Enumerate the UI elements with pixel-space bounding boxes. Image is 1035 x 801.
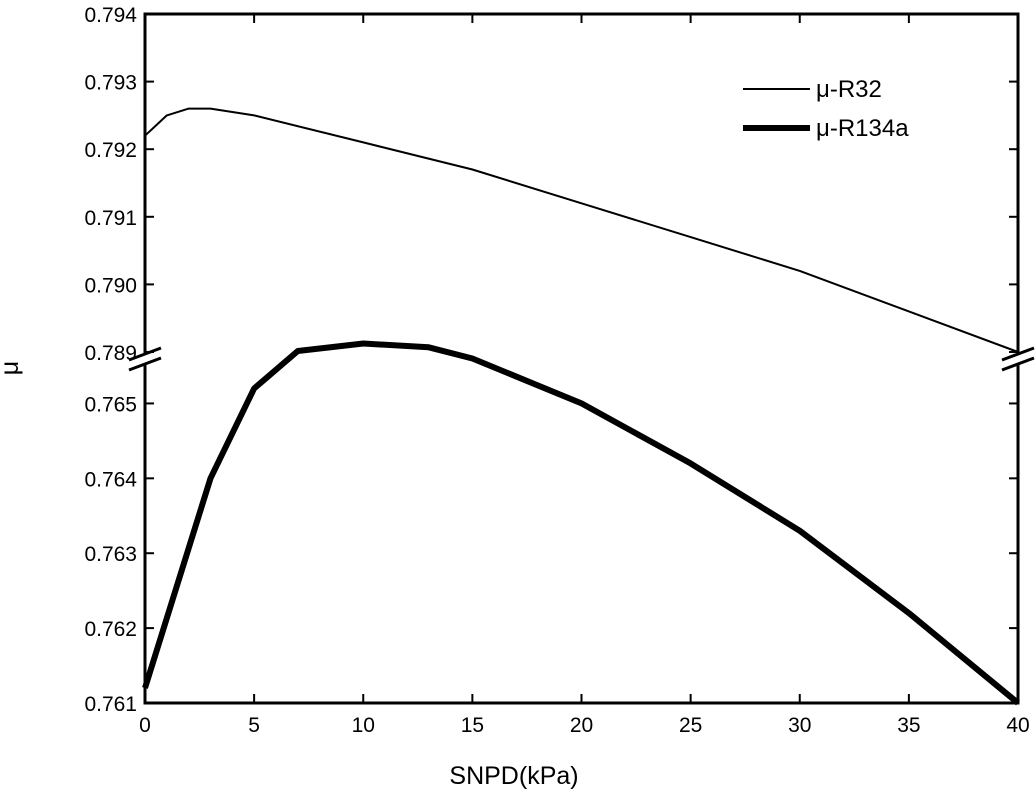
y-tick-label: 0.764 xyxy=(84,468,137,491)
x-tick-label: 10 xyxy=(352,714,375,737)
y-tick-label: 0.763 xyxy=(84,543,137,566)
tick-labels: 0 5 10 15 20 25 30 35 40 0.789 0.790 0.791 0.792 0.79… xyxy=(84,4,1029,737)
legend-label-r134a: μ-R134a xyxy=(816,115,909,142)
legend-label-r32: μ-R32 xyxy=(816,76,882,103)
axis-ticks xyxy=(144,13,1019,704)
axis-break-slash xyxy=(128,356,162,372)
x-tick-label: 30 xyxy=(788,714,811,737)
x-tick-label: 5 xyxy=(248,714,260,737)
series-line-r134a xyxy=(142,340,1020,706)
y-tick-label: 0.791 xyxy=(84,207,137,230)
x-tick-label: 40 xyxy=(1006,714,1029,737)
series-lines xyxy=(142,107,1020,706)
x-tick-label: 0 xyxy=(139,714,151,737)
x-axis-title: SNPD(kPa) xyxy=(449,762,578,790)
legend: μ-R32 μ-R134a xyxy=(743,76,909,142)
x-tick-label: 25 xyxy=(679,714,702,737)
x-tick-label: 15 xyxy=(461,714,484,737)
axis-break-gap xyxy=(1014,354,1022,364)
axis-break-marks xyxy=(128,346,1035,372)
y-axis-title: μ xyxy=(0,361,24,375)
axis-break-gap xyxy=(141,354,149,364)
y-tick-label: 0.790 xyxy=(84,274,137,297)
x-tick-label: 35 xyxy=(897,714,920,737)
axis-break-slash xyxy=(1001,356,1035,372)
series-line-r32 xyxy=(144,107,1019,353)
y-tick-label: 0.793 xyxy=(84,72,137,95)
y-tick-label: 0.792 xyxy=(84,139,137,162)
axis-break-slash xyxy=(1001,346,1035,362)
x-tick-label: 20 xyxy=(570,714,593,737)
y-tick-label: 0.789 xyxy=(84,342,137,365)
axis-break-slash xyxy=(128,346,162,362)
y-tick-label: 0.761 xyxy=(84,693,137,716)
y-tick-label: 0.762 xyxy=(84,618,137,641)
y-tick-label: 0.765 xyxy=(84,393,137,416)
y-tick-label: 0.794 xyxy=(84,4,137,27)
